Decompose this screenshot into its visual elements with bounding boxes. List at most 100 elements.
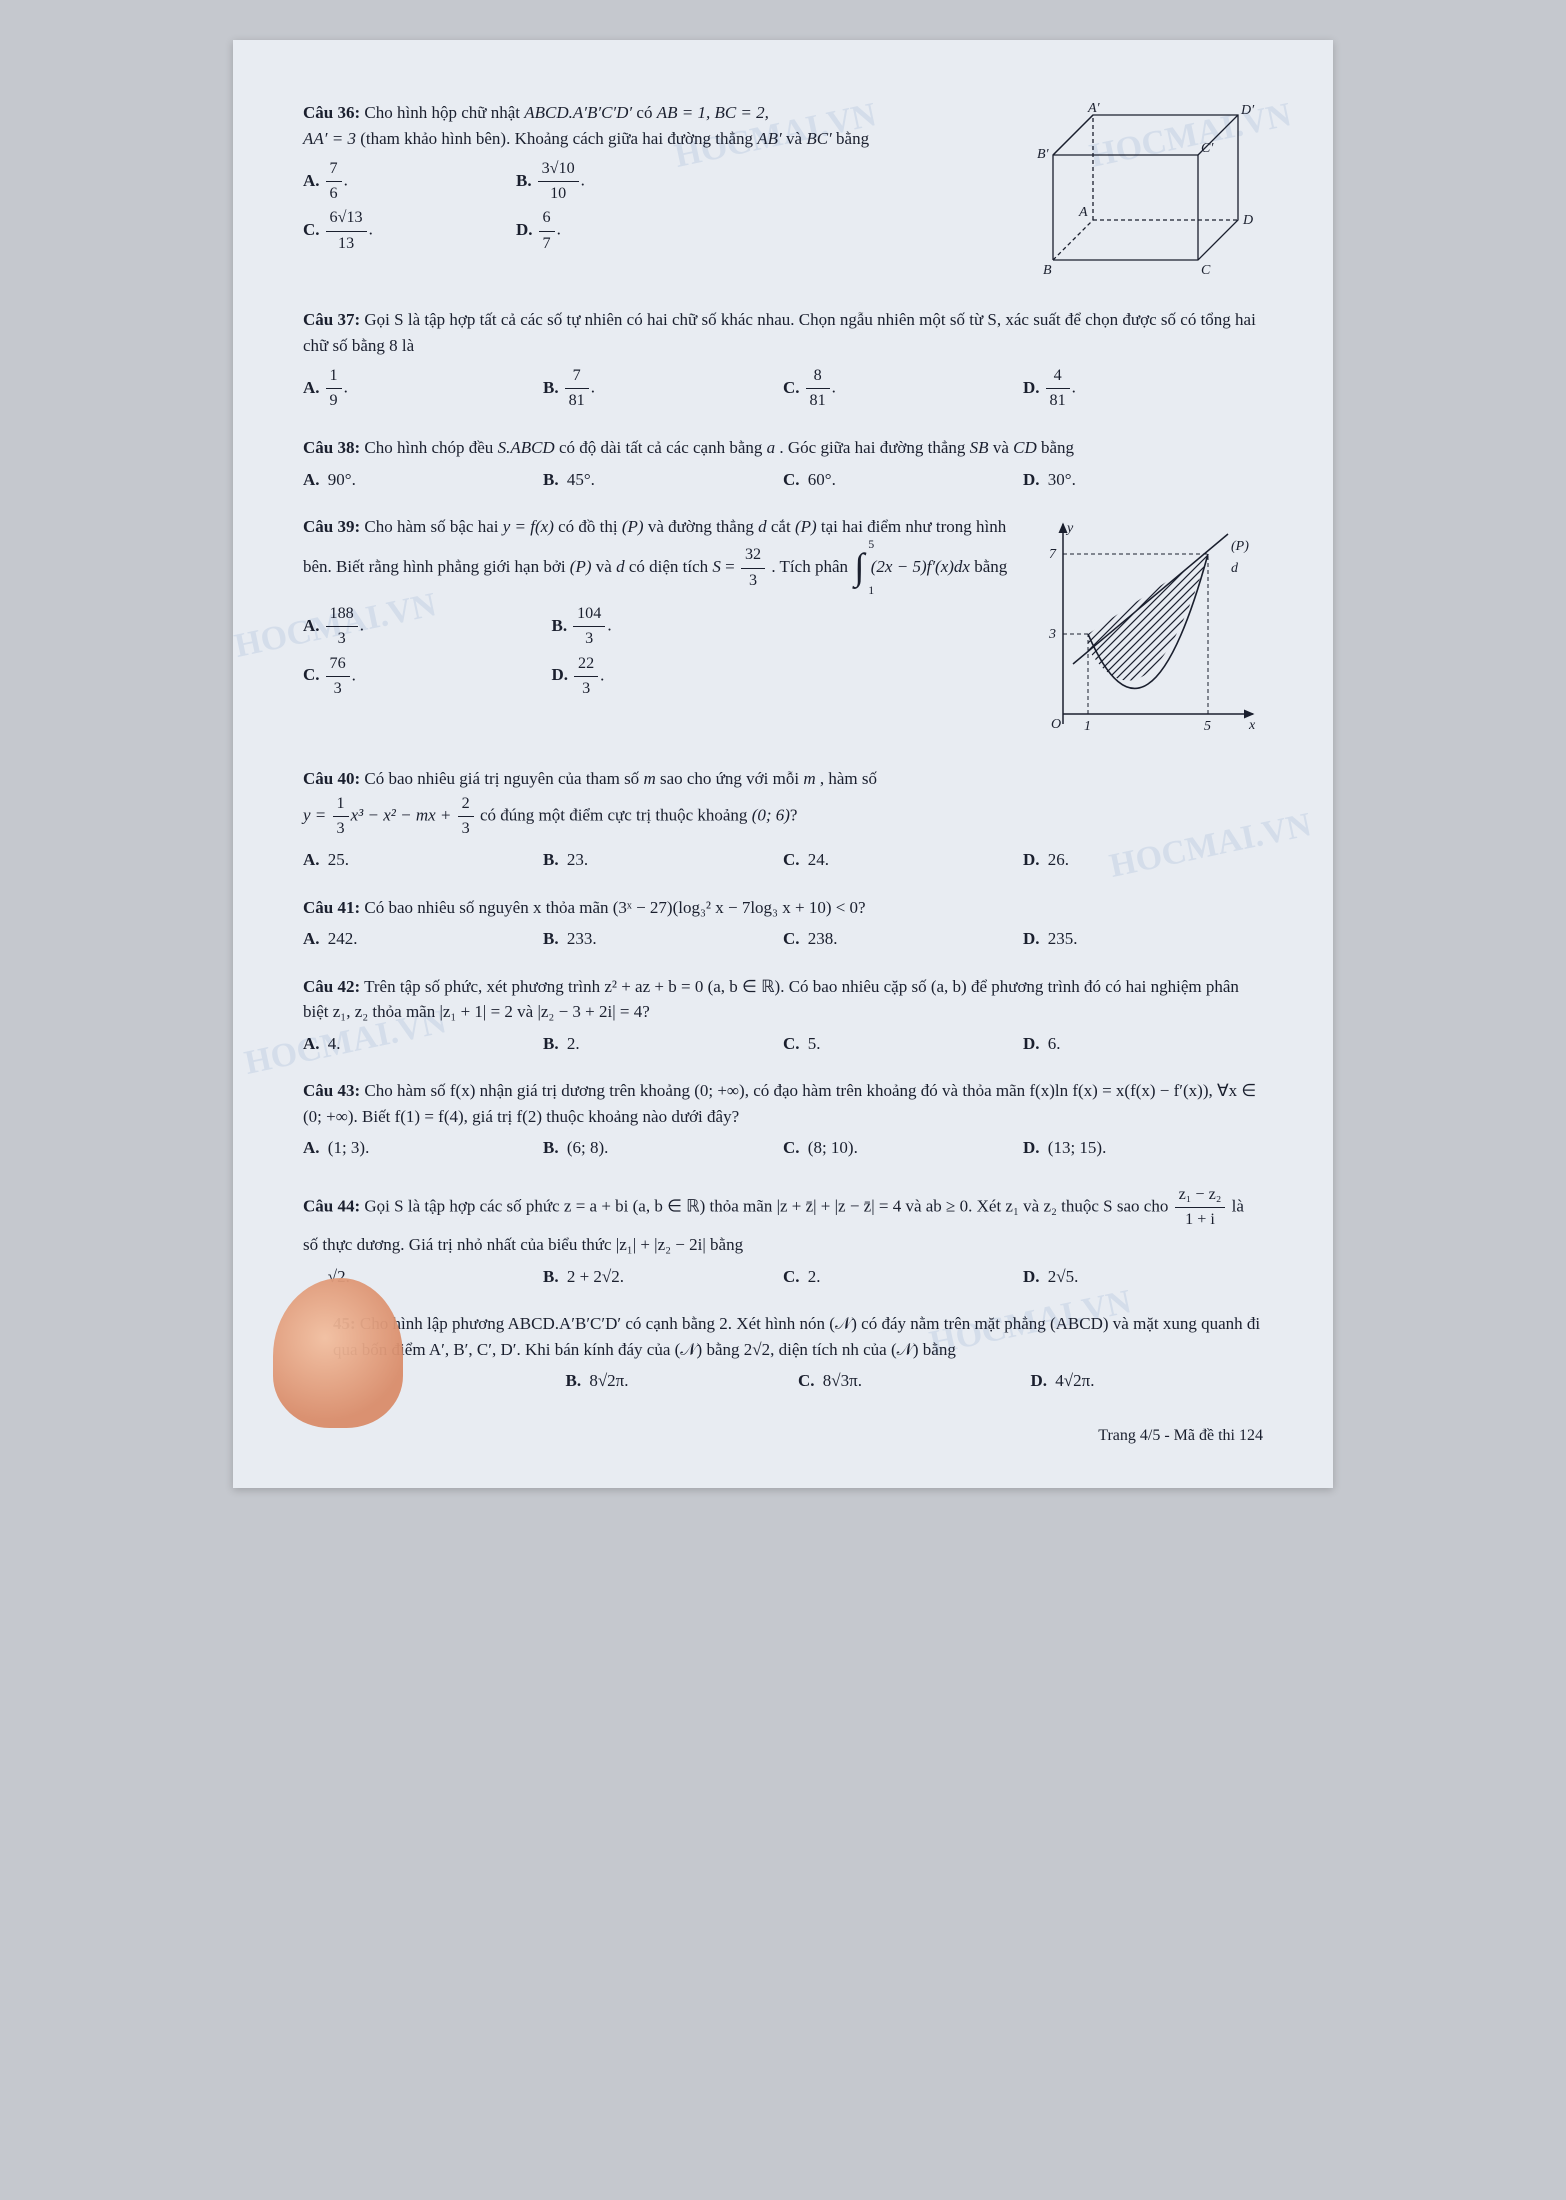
question-37: Câu 37: Gọi S là tập hợp tất cả các số t… xyxy=(303,307,1263,413)
q-text: có độ dài tất cả các cạnh bằng xyxy=(559,438,767,457)
option-d: D.223. xyxy=(552,652,801,701)
question-42: Câu 42: Trên tập số phức, xét phương trì… xyxy=(303,974,1263,1057)
math: SB xyxy=(970,438,989,457)
svg-text:C′: C′ xyxy=(1201,141,1214,156)
q-text: có đúng một điểm cực trị thuộc khoảng xyxy=(480,806,752,825)
math: ABCD.A′B′C′D′ xyxy=(524,103,632,122)
svg-text:O: O xyxy=(1051,717,1061,732)
q-label: Câu 39: xyxy=(303,517,360,536)
q-text: bằng xyxy=(836,129,869,148)
svg-text:D′: D′ xyxy=(1240,103,1255,118)
math: y = f(x) xyxy=(503,517,554,536)
svg-text:d: d xyxy=(1231,561,1239,576)
math: CD xyxy=(1013,438,1037,457)
svg-text:5: 5 xyxy=(1204,719,1211,734)
option-c: C. 2. xyxy=(783,1264,1023,1290)
q-text: , hàm số xyxy=(820,769,877,788)
option-c: C. 238. xyxy=(783,926,1023,952)
q-text: Cho hình lập phương ABCD.A′B′C′D′ có cạn… xyxy=(333,1314,1260,1359)
option-a: A. 4. xyxy=(303,1031,543,1057)
q-text: Gọi S là tập hợp tất cả các số tự nhiên … xyxy=(303,310,1256,355)
option-d: D. 235. xyxy=(1023,926,1263,952)
option-b: B.3√1010. xyxy=(516,157,729,206)
question-40: Câu 40: Có bao nhiêu giá trị nguyên của … xyxy=(303,766,1263,872)
svg-text:A: A xyxy=(1078,205,1088,220)
option-d: D. (13; 15). xyxy=(1023,1135,1263,1161)
option-c: C.763. xyxy=(303,652,552,701)
option-c: C. 24. xyxy=(783,847,1023,873)
svg-text:x: x xyxy=(1248,718,1256,733)
option-b: B. 45°. xyxy=(543,467,783,493)
math: y = xyxy=(303,806,331,825)
option-c: C. 60°. xyxy=(783,467,1023,493)
option-a: A. 25. xyxy=(303,847,543,873)
q-text: Cho hàm số f(x) nhận giá trị dương trên … xyxy=(303,1081,1256,1126)
q-text: sao cho ứng với mỗi xyxy=(660,769,803,788)
q-label: Câu 37: xyxy=(303,310,360,329)
math: BC′ xyxy=(806,129,831,148)
option-a: A.1883. xyxy=(303,602,552,651)
option-d: D. 4√2π. xyxy=(1031,1368,1264,1394)
option-c: C.6√1313. xyxy=(303,206,516,255)
q-label: Câu 41: xyxy=(303,898,360,917)
option-d: D.67. xyxy=(516,206,729,255)
option-b: B. 2. xyxy=(543,1031,783,1057)
q-text: . Góc giữa hai đường thẳng xyxy=(779,438,969,457)
option-b: B. 23. xyxy=(543,847,783,873)
math: a xyxy=(767,438,776,457)
q-label: Câu 36: xyxy=(303,103,360,122)
q-label: Câu 43: xyxy=(303,1081,360,1100)
q-label: Câu 44: xyxy=(303,1197,360,1216)
question-45: 45: Cho hình lập phương ABCD.A′B′C′D′ có… xyxy=(303,1311,1263,1394)
q-text: Gọi S là tập hợp các số phức z = a + bi … xyxy=(364,1197,1172,1216)
option-c: C. 5. xyxy=(783,1031,1023,1057)
math: S.ABCD xyxy=(498,438,555,457)
option-c: C. 8√3π. xyxy=(798,1368,1031,1394)
q-label: Câu 38: xyxy=(303,438,360,457)
option-a: A. (1; 3). xyxy=(303,1135,543,1161)
question-43: Câu 43: Cho hàm số f(x) nhận giá trị dươ… xyxy=(303,1078,1263,1161)
option-b: B. 8√2π. xyxy=(566,1368,799,1394)
q-text: bằng xyxy=(1041,438,1074,457)
q-label: Câu 40: xyxy=(303,769,360,788)
option-a: A. 90°. xyxy=(303,467,543,493)
question-38: Câu 38: Cho hình chóp đều S.ABCD có độ d… xyxy=(303,435,1263,492)
svg-text:y: y xyxy=(1065,521,1074,536)
svg-text:7: 7 xyxy=(1049,547,1057,562)
math: d xyxy=(616,557,625,576)
option-b: B. (6; 8). xyxy=(543,1135,783,1161)
option-a: A.76. xyxy=(303,157,516,206)
svg-text:3: 3 xyxy=(1048,627,1056,642)
exam-page: HOCMAI.VN HOCMAI.VN HOCMAI.VN HOCMAI.VN … xyxy=(233,40,1333,1488)
q-text: Trên tập số phức, xét phương trình z² + … xyxy=(303,977,1239,1022)
option-d: D. 30°. xyxy=(1023,467,1263,493)
option-c: C.881. xyxy=(783,364,1023,413)
option-a: A.19. xyxy=(303,364,543,413)
option-a: A. 242. xyxy=(303,926,543,952)
q-text: và xyxy=(596,557,616,576)
math: (P) xyxy=(570,557,592,576)
math: (P) xyxy=(622,517,644,536)
math: AB = 1, BC = 2, xyxy=(657,103,769,122)
q-text: có xyxy=(636,103,656,122)
svg-text:B′: B′ xyxy=(1037,147,1050,162)
thumb-obstruction xyxy=(273,1278,403,1428)
parabola-figure: y x O 1 5 3 7 (P) d xyxy=(1033,514,1263,744)
math: (0; 6) xyxy=(752,806,790,825)
cuboid-figure: A′ D′ B′ C′ A D B C xyxy=(1033,100,1263,285)
q-text: có đồ thị xyxy=(558,517,622,536)
q-text: và đường thẳng xyxy=(648,517,758,536)
q-text: Có bao nhiêu số nguyên x thỏa mãn (3ˣ − … xyxy=(364,898,865,917)
q-text: và xyxy=(786,129,806,148)
q-text: Cho hình hộp chữ nhật xyxy=(364,103,524,122)
q-text: và xyxy=(993,438,1013,457)
svg-text:A′: A′ xyxy=(1087,101,1101,116)
question-44: Câu 44: Gọi S là tập hợp các số phức z =… xyxy=(303,1183,1263,1289)
math: AA′ = 3 xyxy=(303,129,356,148)
svg-text:1: 1 xyxy=(1084,719,1091,734)
q-text: bằng xyxy=(974,557,1007,576)
option-d: D.481. xyxy=(1023,364,1263,413)
q-text: Cho hàm số bậc hai xyxy=(364,517,502,536)
q-label: Câu 42: xyxy=(303,977,360,996)
svg-text:C: C xyxy=(1201,263,1211,278)
